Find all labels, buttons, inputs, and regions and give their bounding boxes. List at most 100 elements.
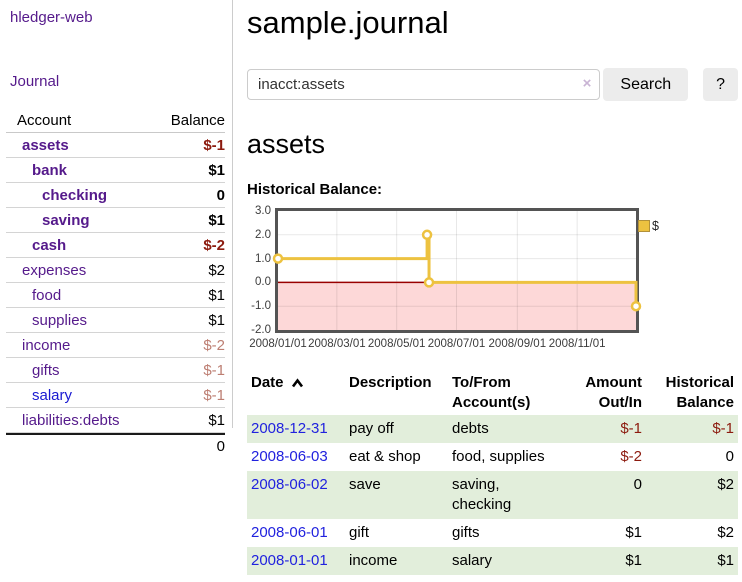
column-header-description[interactable]: Description <box>349 374 432 391</box>
account-link[interactable]: supplies <box>32 312 88 329</box>
transaction-accounts: debts <box>448 415 560 443</box>
account-row: liabilities:debts $1 <box>6 408 225 433</box>
search-input[interactable] <box>247 69 601 100</box>
account-link[interactable]: checking <box>42 187 108 204</box>
account-balance: $-2 <box>203 237 225 254</box>
account-balance: $2 <box>208 262 225 279</box>
help-button[interactable]: ? <box>703 68 738 101</box>
account-row: saving $1 <box>6 208 225 233</box>
sidebar: hledger-web Journal Account Balance asse… <box>0 0 233 455</box>
account-balance: $-1 <box>203 387 225 404</box>
transaction-date-link[interactable]: 2008-06-01 <box>251 524 328 541</box>
sort-ascending-icon <box>291 375 304 392</box>
transaction-accounts: salary <box>448 547 560 575</box>
account-link[interactable]: expenses <box>22 262 87 279</box>
account-row: gifts $-1 <box>6 358 225 383</box>
chart-plot-area[interactable]: $ <box>272 208 659 333</box>
clear-search-icon[interactable]: × <box>582 75 592 92</box>
account-link[interactable]: bank <box>32 162 68 179</box>
transaction-accounts: gifts <box>452 524 480 541</box>
accounts-column-header: Account <box>17 112 72 129</box>
transaction-balance: $-1 <box>646 415 738 443</box>
column-header-balance[interactable]: Historical Balance <box>665 374 734 411</box>
transaction-description: income <box>345 547 448 575</box>
transaction-date-link[interactable]: 2008-01-01 <box>251 552 328 569</box>
account-link[interactable]: income <box>22 337 71 354</box>
chart-legend: $ <box>638 219 659 233</box>
account-link[interactable]: liabilities:debts <box>22 412 120 429</box>
accounts-total-row: 0 <box>6 433 225 458</box>
account-link[interactable]: cash <box>32 237 67 254</box>
account-link[interactable]: food <box>32 287 62 304</box>
register-table: Date Description To/From Account(s) Amou… <box>247 371 738 575</box>
account-balance: $1 <box>208 287 225 304</box>
column-header-accounts[interactable]: To/From Account(s) <box>452 374 531 411</box>
account-link[interactable]: saving <box>42 212 90 229</box>
balance-line-chart <box>272 211 642 330</box>
account-link[interactable]: salary <box>32 387 73 404</box>
account-row: food $1 <box>6 283 225 308</box>
x-axis-tick-label: 2008/11/01 <box>548 338 606 350</box>
account-row: assets $-1 <box>6 133 225 158</box>
transaction-amount: $1 <box>625 524 642 541</box>
balance-column-header: Balance <box>170 112 225 129</box>
transaction-amount: $1 <box>560 547 646 575</box>
transaction-accounts: saving, checking <box>448 471 560 519</box>
historical-balance-chart: 3.0 2.0 1.0 0.0 -1.0 -2.0 $ 2008/01/01 2008/03… <box>247 205 738 350</box>
account-balance: $-2 <box>203 337 225 354</box>
search-bar: × Search ? <box>247 68 738 101</box>
account-balance: $1 <box>208 312 225 329</box>
transaction-row: 2008-01-01 income salary $1 $1 <box>247 547 738 575</box>
account-balance: 0 <box>216 187 225 204</box>
account-balance: $-1 <box>203 362 225 379</box>
account-row: supplies $1 <box>6 308 225 333</box>
transaction-date-link[interactable]: 2008-06-03 <box>251 448 328 465</box>
x-axis-tick-label: 2008/03/01 <box>308 338 366 350</box>
accounts-table: Account Balance assets $-1 bank $1 checking 0… <box>6 108 225 458</box>
y-axis-tick-label: 1.0 <box>255 252 271 265</box>
account-link[interactable]: gifts <box>32 362 60 379</box>
y-axis-tick-label: 3.0 <box>255 205 271 217</box>
account-row: bank $1 <box>6 158 225 183</box>
transaction-amount: 0 <box>560 471 646 519</box>
transaction-description: save <box>345 471 448 519</box>
account-row: cash $-2 <box>6 233 225 258</box>
account-balance: $1 <box>208 412 225 429</box>
page-title: sample.journal <box>247 5 449 40</box>
y-axis-tick-label: 2.0 <box>255 228 271 241</box>
account-balance: $1 <box>208 212 225 229</box>
transaction-amount: $-1 <box>560 415 646 443</box>
column-header-amount[interactable]: Amount Out/In <box>585 374 642 411</box>
transaction-row: 2008-06-02 save saving, checking 0 $2 <box>247 471 738 519</box>
x-axis-tick-label: 2008/07/01 <box>427 338 486 350</box>
column-header-date[interactable]: Date <box>247 371 345 415</box>
y-axis-tick-label: 0.0 <box>255 276 271 289</box>
account-row: expenses $2 <box>6 258 225 283</box>
account-row: checking 0 <box>6 183 225 208</box>
account-row: income $-2 <box>6 333 225 358</box>
transaction-date-link[interactable]: 2008-12-31 <box>251 420 328 437</box>
account-link[interactable]: assets <box>22 137 69 154</box>
y-axis-tick-label: -1.0 <box>251 300 271 313</box>
app-brand-link[interactable]: hledger-web <box>10 9 93 26</box>
legend-series-label: $ <box>652 219 659 233</box>
chart-label: Historical Balance: <box>247 181 383 198</box>
account-heading: assets <box>247 129 326 159</box>
transaction-description: eat & shop <box>349 448 421 465</box>
transaction-balance: $2 <box>646 471 738 519</box>
account-row: salary $-1 <box>6 383 225 408</box>
sidebar-item-journal[interactable]: Journal <box>10 73 60 90</box>
register-header-row: Date Description To/From Account(s) Amou… <box>247 371 738 415</box>
x-axis-tick-label: 2008/05/01 <box>367 338 426 350</box>
transaction-description: gift <box>349 524 370 541</box>
transaction-amount: $-2 <box>620 448 642 465</box>
search-button[interactable]: Search <box>603 68 689 101</box>
x-axis-tick-label: 2008/09/01 <box>488 338 547 350</box>
accounts-total-balance: 0 <box>216 438 225 455</box>
transaction-description: pay off <box>345 415 448 443</box>
transaction-row: 2008-06-01 gift gifts $1 $2 <box>247 519 738 547</box>
transaction-row: 2008-06-03 eat & shop food, supplies $-2 0 <box>247 443 738 471</box>
transaction-date-link[interactable]: 2008-06-02 <box>251 476 328 493</box>
x-axis-tick-label: 2008/01/01 <box>249 338 307 350</box>
legend-swatch-icon <box>638 220 650 232</box>
